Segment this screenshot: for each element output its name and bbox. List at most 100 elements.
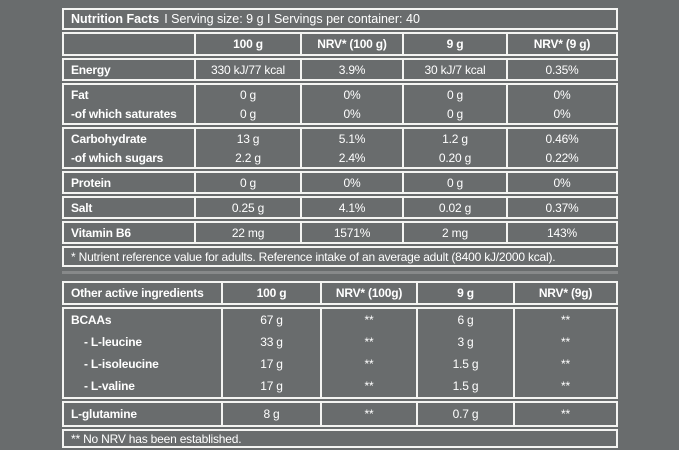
nutrient-label: Fat [64, 85, 196, 104]
nutrition-facts-table: Nutrition Facts I Serving size: 9 g I Se… [62, 8, 618, 267]
nrv-footnote-text: * Nutrient reference value for adults. R… [71, 249, 556, 264]
nutrient-label: Carbohydrate [64, 129, 196, 148]
active-ingredients-table: Other active ingredients 100 g NRV* (100… [62, 281, 618, 448]
table-separator [62, 271, 618, 274]
protein-group: Protein 0 g 0% 0 g 0% [62, 171, 618, 194]
ingredient-value: ** [322, 331, 418, 353]
nutrient-label: -of which sugars [64, 148, 196, 167]
table-row-carbohydrate: Carbohydrate 13 g 5.1% 1.2 g 0.46% [64, 129, 616, 148]
nutrient-value: 0.37% [545, 200, 579, 215]
glutamine-group: L-glutamine 8 g ** 0.7 g ** [62, 401, 618, 427]
column-header-blank [64, 34, 196, 54]
ingredient-label: - L-isoleucine [64, 353, 223, 375]
nutrient-value: 0.35% [545, 62, 579, 77]
nutrient-label: -of which saturates [64, 104, 196, 123]
table-row-isoleucine: - L-isoleucine 17 g ** 1.5 g ** [64, 353, 616, 375]
nutrient-value: 0 g [404, 104, 508, 123]
ingredient-value: 3 g [418, 331, 515, 353]
table-row-valine: - L-valine 17 g ** 1.5 g ** [64, 375, 616, 397]
ingredient-value: ** [561, 379, 570, 393]
energy-group: Energy 330 kJ/77 kcal 3.9% 30 kJ/7 kcal … [62, 58, 618, 81]
table-row-bcaas: BCAAs 67 g ** 6 g ** [64, 309, 616, 331]
nutrient-value: 0 g [196, 104, 302, 123]
fat-group: Fat 0 g 0% 0 g 0% -of which saturates 0 … [62, 83, 618, 125]
title-product-name: Nutrition Facts [71, 12, 160, 26]
nutrient-value: 0% [553, 87, 571, 102]
nutrient-value: 22 mg [196, 223, 302, 242]
title-serving-info: I Serving size: 9 g I Servings per conta… [164, 12, 420, 26]
ingredient-value: 33 g [223, 331, 322, 353]
no-nrv-footnote: ** No NRV has been established. [62, 429, 618, 448]
nutrient-value: 0% [302, 85, 404, 104]
nutrient-value: 0% [553, 106, 571, 121]
nutrient-value: 2.2 g [196, 148, 302, 167]
ingredient-label: BCAAs [64, 309, 223, 331]
nutrient-label: Salt [64, 198, 196, 217]
ingredients-header-label: Other active ingredients [64, 283, 223, 303]
table-row-sugars: -of which sugars 2.2 g 2.4% 0.20 g 0.22% [64, 148, 616, 167]
nutrient-value: 0% [302, 173, 404, 192]
table-row-leucine: - L-leucine 33 g ** 3 g ** [64, 331, 616, 353]
ingredients-header-nrv-9g: NRV* (9g) [538, 286, 593, 300]
nutrient-value: 4.1% [302, 198, 404, 217]
nutrient-value: 0 g [196, 85, 302, 104]
table-row-saturates: -of which saturates 0 g 0% 0 g 0% [64, 104, 616, 123]
column-header-nrv-9g: NRV* (9 g) [533, 37, 591, 51]
column-header-nrv-100g: NRV* (100 g) [302, 34, 404, 54]
ingredient-label: L-glutamine [64, 403, 223, 425]
column-header-100g: 100 g [196, 34, 302, 54]
table-row-protein: Protein 0 g 0% 0 g 0% [64, 173, 616, 192]
nutrition-facts-title: Nutrition Facts I Serving size: 9 g I Se… [62, 8, 618, 30]
nutrient-value: 2 mg [404, 223, 508, 242]
nutrient-value: 0.22% [545, 150, 579, 165]
ingredients-header-9g: 9 g [418, 283, 515, 303]
ingredients-header-group: Other active ingredients 100 g NRV* (100… [62, 281, 618, 305]
nutrient-value: 0% [553, 175, 571, 190]
nutrient-value: 1571% [302, 223, 404, 242]
nutrient-value: 3.9% [302, 60, 404, 79]
no-nrv-footnote-text: ** No NRV has been established. [71, 431, 242, 446]
table-row-energy: Energy 330 kJ/77 kcal 3.9% 30 kJ/7 kcal … [64, 60, 616, 79]
ingredient-value: ** [322, 353, 418, 375]
table-row-salt: Salt 0.25 g 4.1% 0.02 g 0.37% [64, 198, 616, 217]
nutrient-label: Protein [64, 173, 196, 192]
ingredient-value: 1.5 g [418, 375, 515, 397]
salt-group: Salt 0.25 g 4.1% 0.02 g 0.37% [62, 196, 618, 219]
ingredient-value: ** [561, 313, 570, 327]
ingredient-value: ** [561, 407, 570, 421]
column-header-group: 100 g NRV* (100 g) 9 g NRV* (9 g) [62, 32, 618, 56]
nutrient-value: 0.46% [545, 131, 579, 146]
ingredient-value: 67 g [223, 309, 322, 331]
ingredients-header-100g: 100 g [223, 283, 322, 303]
nutrient-label: Vitamin B6 [64, 223, 196, 242]
nutrient-label: Energy [64, 60, 196, 79]
column-header-9g: 9 g [404, 34, 508, 54]
column-header-row: 100 g NRV* (100 g) 9 g NRV* (9 g) [64, 34, 616, 54]
nutrient-value: 0 g [404, 85, 508, 104]
ingredient-label: - L-leucine [64, 331, 223, 353]
ingredient-value: ** [322, 309, 418, 331]
table-row-fat: Fat 0 g 0% 0 g 0% [64, 85, 616, 104]
nutrient-value: 0.20 g [404, 148, 508, 167]
ingredient-value: 17 g [223, 353, 322, 375]
ingredient-value: ** [561, 357, 570, 371]
nutrient-value: 30 kJ/7 kcal [404, 60, 508, 79]
ingredient-value: ** [322, 403, 418, 425]
nutrient-value: 1.2 g [404, 129, 508, 148]
nutrient-value: 143% [547, 225, 577, 240]
ingredient-value: 1.5 g [418, 353, 515, 375]
nutrient-value: 330 kJ/77 kcal [196, 60, 302, 79]
nutrient-value: 0 g [196, 173, 302, 192]
nutrient-value: 0.02 g [404, 198, 508, 217]
ingredient-value: 17 g [223, 375, 322, 397]
ingredient-value: 6 g [418, 309, 515, 331]
ingredients-header-row: Other active ingredients 100 g NRV* (100… [64, 283, 616, 303]
vitamin-b6-group: Vitamin B6 22 mg 1571% 2 mg 143% [62, 221, 618, 244]
nrv-footnote: * Nutrient reference value for adults. R… [62, 246, 618, 267]
ingredient-value: ** [561, 335, 570, 349]
ingredient-value: 8 g [223, 403, 322, 425]
label-panel: Nutrition Facts I Serving size: 9 g I Se… [62, 8, 618, 450]
carbohydrate-group: Carbohydrate 13 g 5.1% 1.2 g 0.46% -of w… [62, 127, 618, 169]
nutrient-value: 13 g [196, 129, 302, 148]
nutrient-value: 2.4% [302, 148, 404, 167]
